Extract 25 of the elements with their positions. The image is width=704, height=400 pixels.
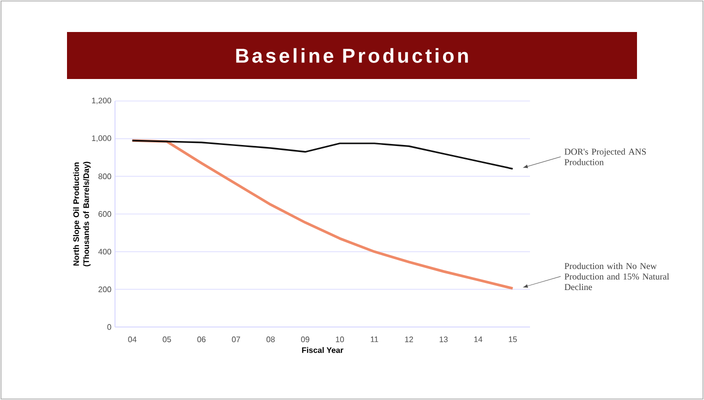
x-tick-label: 11	[370, 336, 378, 342]
x-axis-title: Fiscal Year	[302, 347, 344, 353]
x-tick-label: 07	[232, 336, 240, 342]
x-tick-label: 13	[440, 336, 448, 342]
x-tick-label: 04	[128, 336, 137, 342]
chart-title: Baseline Production	[236, 48, 468, 63]
x-tick-label: 14	[474, 336, 482, 342]
x-tick-label: 08	[266, 336, 275, 342]
y-tick-label: 0	[107, 324, 112, 330]
y-tick-label: 800	[98, 174, 112, 180]
text: DOR's Projected ANS Production	[564, 148, 646, 166]
x-tick-label: 15	[508, 336, 517, 342]
line-series	[130, 139, 514, 290]
x-tick-label: 06	[197, 336, 206, 342]
x-tick-label: 10	[336, 336, 344, 342]
y-tick-label: 200	[98, 286, 112, 292]
y-axis-title: North Slope Oil Production (Thousands of Barrels/Day)	[73, 162, 91, 266]
x-tick-label: 09	[301, 336, 310, 342]
y-tick-label: 1,000	[92, 135, 112, 142]
y-tick-label: 400	[98, 248, 112, 254]
x-tick-label: 12	[405, 336, 414, 342]
y-tick-label: 600	[98, 211, 112, 217]
y-tick-label: 1,200	[92, 98, 112, 104]
text: Production with No New Production and 15% Natural Decline	[564, 262, 670, 290]
x-tick-label: 05	[162, 336, 171, 342]
